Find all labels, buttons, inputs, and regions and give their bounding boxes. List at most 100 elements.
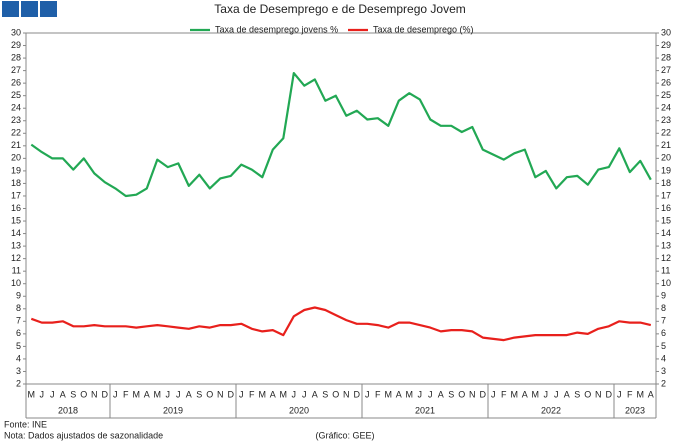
x-tick-label: N xyxy=(469,389,476,399)
y2-tick-label: 22 xyxy=(661,128,671,138)
x-tick-label: D xyxy=(606,389,613,399)
x-tick-label: J xyxy=(554,389,559,399)
x-tick-label: A xyxy=(144,389,150,399)
legend-label: Taxa de desemprego (%) xyxy=(373,24,474,34)
y-tick-label: 30 xyxy=(11,27,21,37)
y-tick-label: 5 xyxy=(16,341,21,351)
y2-tick-label: 3 xyxy=(661,366,666,376)
y2-tick-label: 7 xyxy=(661,316,666,326)
y-tick-label: 21 xyxy=(11,140,21,150)
logo-square xyxy=(40,1,57,17)
x-tick-label: J xyxy=(365,389,370,399)
x-tick-label: M xyxy=(406,389,414,399)
note: Fonte: INE xyxy=(4,419,47,429)
note: Nota: Dados ajustados de sazonalidade xyxy=(4,430,163,440)
x-tick-label: M xyxy=(637,389,645,399)
y2-tick-label: 11 xyxy=(661,266,670,276)
y2-tick-label: 29 xyxy=(661,40,671,50)
plot-frame xyxy=(25,32,657,385)
y-tick-label: 28 xyxy=(11,52,21,62)
y2-tick-label: 19 xyxy=(661,165,671,175)
y-tick-label: 13 xyxy=(11,240,21,250)
y2-tick-label: 26 xyxy=(661,78,671,88)
x-tick-label: F xyxy=(501,389,507,399)
y2-tick-label: 17 xyxy=(661,190,671,200)
y-tick-label: 16 xyxy=(11,203,21,213)
y-tick-label: 12 xyxy=(11,253,21,263)
y2-tick-label: 30 xyxy=(661,27,671,37)
x-tick-label: A xyxy=(186,389,192,399)
year-label: 2022 xyxy=(541,405,561,415)
y2-tick-label: 6 xyxy=(661,328,666,338)
logo-square xyxy=(21,1,38,17)
credit: (Gráfico: GEE) xyxy=(315,430,374,440)
x-tick-label: N xyxy=(91,389,98,399)
y2-tick-label: 23 xyxy=(661,115,671,125)
x-tick-label: S xyxy=(574,389,580,399)
x-tick-label: S xyxy=(70,389,76,399)
y2-tick-label: 9 xyxy=(661,291,666,301)
x-tick-label: J xyxy=(113,389,118,399)
x-tick-label: F xyxy=(375,389,381,399)
y-tick-label: 20 xyxy=(11,153,21,163)
x-tick-label: J xyxy=(491,389,496,399)
x-tick-label: M xyxy=(259,389,267,399)
year-label: 2021 xyxy=(415,405,435,415)
x-tick-label: N xyxy=(217,389,224,399)
x-tick-label: S xyxy=(196,389,202,399)
y2-tick-label: 10 xyxy=(661,278,671,288)
x-tick-label: J xyxy=(428,389,433,399)
x-tick-label: O xyxy=(80,389,87,399)
y2-tick-label: 5 xyxy=(661,341,666,351)
x-tick-label: O xyxy=(332,389,339,399)
line-series xyxy=(30,306,652,342)
x-tick-label: A xyxy=(60,389,66,399)
x-tick-label: D xyxy=(102,389,109,399)
y-tick-label: 6 xyxy=(16,328,21,338)
y-tick-label: 8 xyxy=(16,303,21,313)
x-tick-label: J xyxy=(176,389,181,399)
y2-tick-label: 18 xyxy=(661,178,671,188)
x-tick-label: D xyxy=(228,389,235,399)
x-tick-label: S xyxy=(322,389,328,399)
x-tick-label: J xyxy=(166,389,171,399)
y-tick-label: 9 xyxy=(16,291,21,301)
line-series xyxy=(30,72,652,198)
y-tick-label: 15 xyxy=(11,215,21,225)
y-tick-label: 23 xyxy=(11,115,21,125)
x-tick-label: J xyxy=(617,389,622,399)
y-tick-label: 4 xyxy=(16,353,21,363)
x-tick-label: J xyxy=(40,389,45,399)
x-tick-label: J xyxy=(544,389,549,399)
y-tick-label: 18 xyxy=(11,178,21,188)
y2-tick-label: 2 xyxy=(661,378,666,388)
y2-tick-label: 15 xyxy=(661,215,671,225)
x-tick-label: A xyxy=(522,389,528,399)
y2-tick-label: 20 xyxy=(661,153,671,163)
x-tick-label: D xyxy=(354,389,361,399)
y2-tick-label: 13 xyxy=(661,240,671,250)
y2-tick-label: 24 xyxy=(661,103,671,113)
y-tick-label: 7 xyxy=(16,316,21,326)
x-tick-label: N xyxy=(595,389,602,399)
y2-tick-label: 21 xyxy=(661,140,671,150)
y2-tick-label: 4 xyxy=(661,353,666,363)
y-tick-label: 2 xyxy=(16,378,21,388)
y-tick-label: 26 xyxy=(11,78,21,88)
year-label: 2023 xyxy=(625,405,645,415)
y-tick-label: 27 xyxy=(11,65,21,75)
x-tick-label: M xyxy=(154,389,162,399)
y2-tick-label: 14 xyxy=(661,228,671,238)
x-tick-label: D xyxy=(480,389,487,399)
x-tick-label: J xyxy=(239,389,244,399)
x-tick-label: J xyxy=(50,389,55,399)
y2-tick-label: 27 xyxy=(661,65,671,75)
legend-label: Taxa de desemprego jovens % xyxy=(215,24,338,34)
x-tick-label: M xyxy=(280,389,288,399)
x-tick-label: N xyxy=(343,389,350,399)
year-label: 2018 xyxy=(58,405,78,415)
y-tick-label: 24 xyxy=(11,103,21,113)
x-tick-label: F xyxy=(627,389,633,399)
